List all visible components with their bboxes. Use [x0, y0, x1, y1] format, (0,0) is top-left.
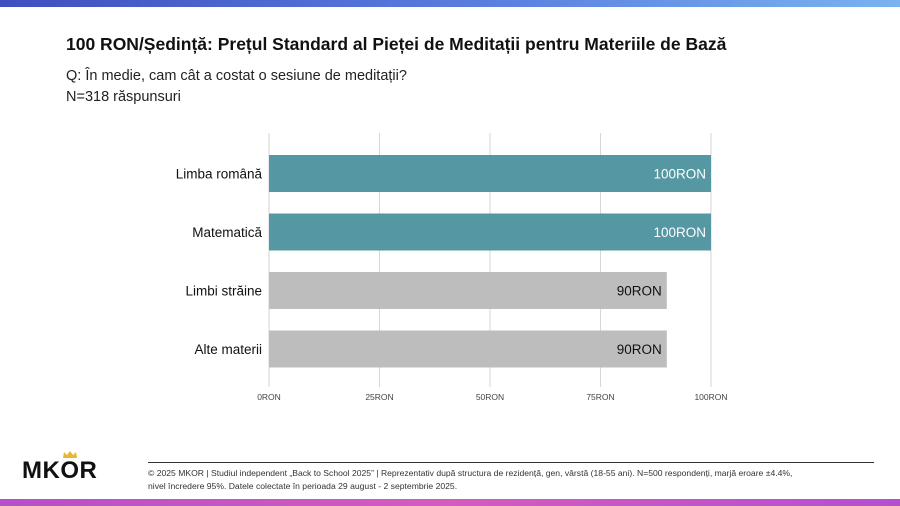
data-label: 90RON [617, 284, 662, 299]
category-label: Alte materii [194, 342, 262, 357]
category-label: Limbi străine [185, 284, 262, 299]
mkor-logo: MKOR [22, 457, 98, 484]
data-label: 90RON [617, 342, 662, 357]
category-label: Matematică [192, 225, 262, 240]
x-tick-label: 25RON [365, 392, 393, 402]
category-label: Limba română [176, 167, 263, 182]
survey-question-block: Q: În medie, cam cât a costat o sesiune … [66, 66, 407, 108]
bar [269, 330, 667, 368]
footer-divider [148, 462, 874, 463]
page-title: 100 RON/Ședință: Prețul Standard al Pieț… [66, 34, 727, 54]
bottom-accent-strip [0, 499, 900, 506]
x-tick-label: 100RON [694, 392, 727, 402]
data-label: 100RON [653, 225, 706, 240]
bar [269, 213, 711, 251]
x-tick-label: 0RON [257, 392, 281, 402]
footer-line-1: © 2025 MKOR | Studiul independent „Back … [148, 468, 793, 478]
footer-line-2: nivel încredere 95%. Datele colectate în… [148, 480, 458, 491]
top-accent-strip [0, 0, 900, 7]
crown-icon [63, 451, 77, 458]
survey-question: Q: În medie, cam cât a costat o sesiune … [66, 68, 407, 84]
bar [269, 272, 667, 309]
sample-size: N=318 răspunsuri [66, 89, 181, 105]
x-tick-label: 75RON [586, 392, 614, 402]
bar [269, 155, 711, 192]
x-tick-label: 50RON [476, 392, 504, 402]
footer-note: © 2025 MKOR | Studiul independent „Back … [148, 467, 878, 492]
data-label: 100RON [653, 167, 706, 182]
